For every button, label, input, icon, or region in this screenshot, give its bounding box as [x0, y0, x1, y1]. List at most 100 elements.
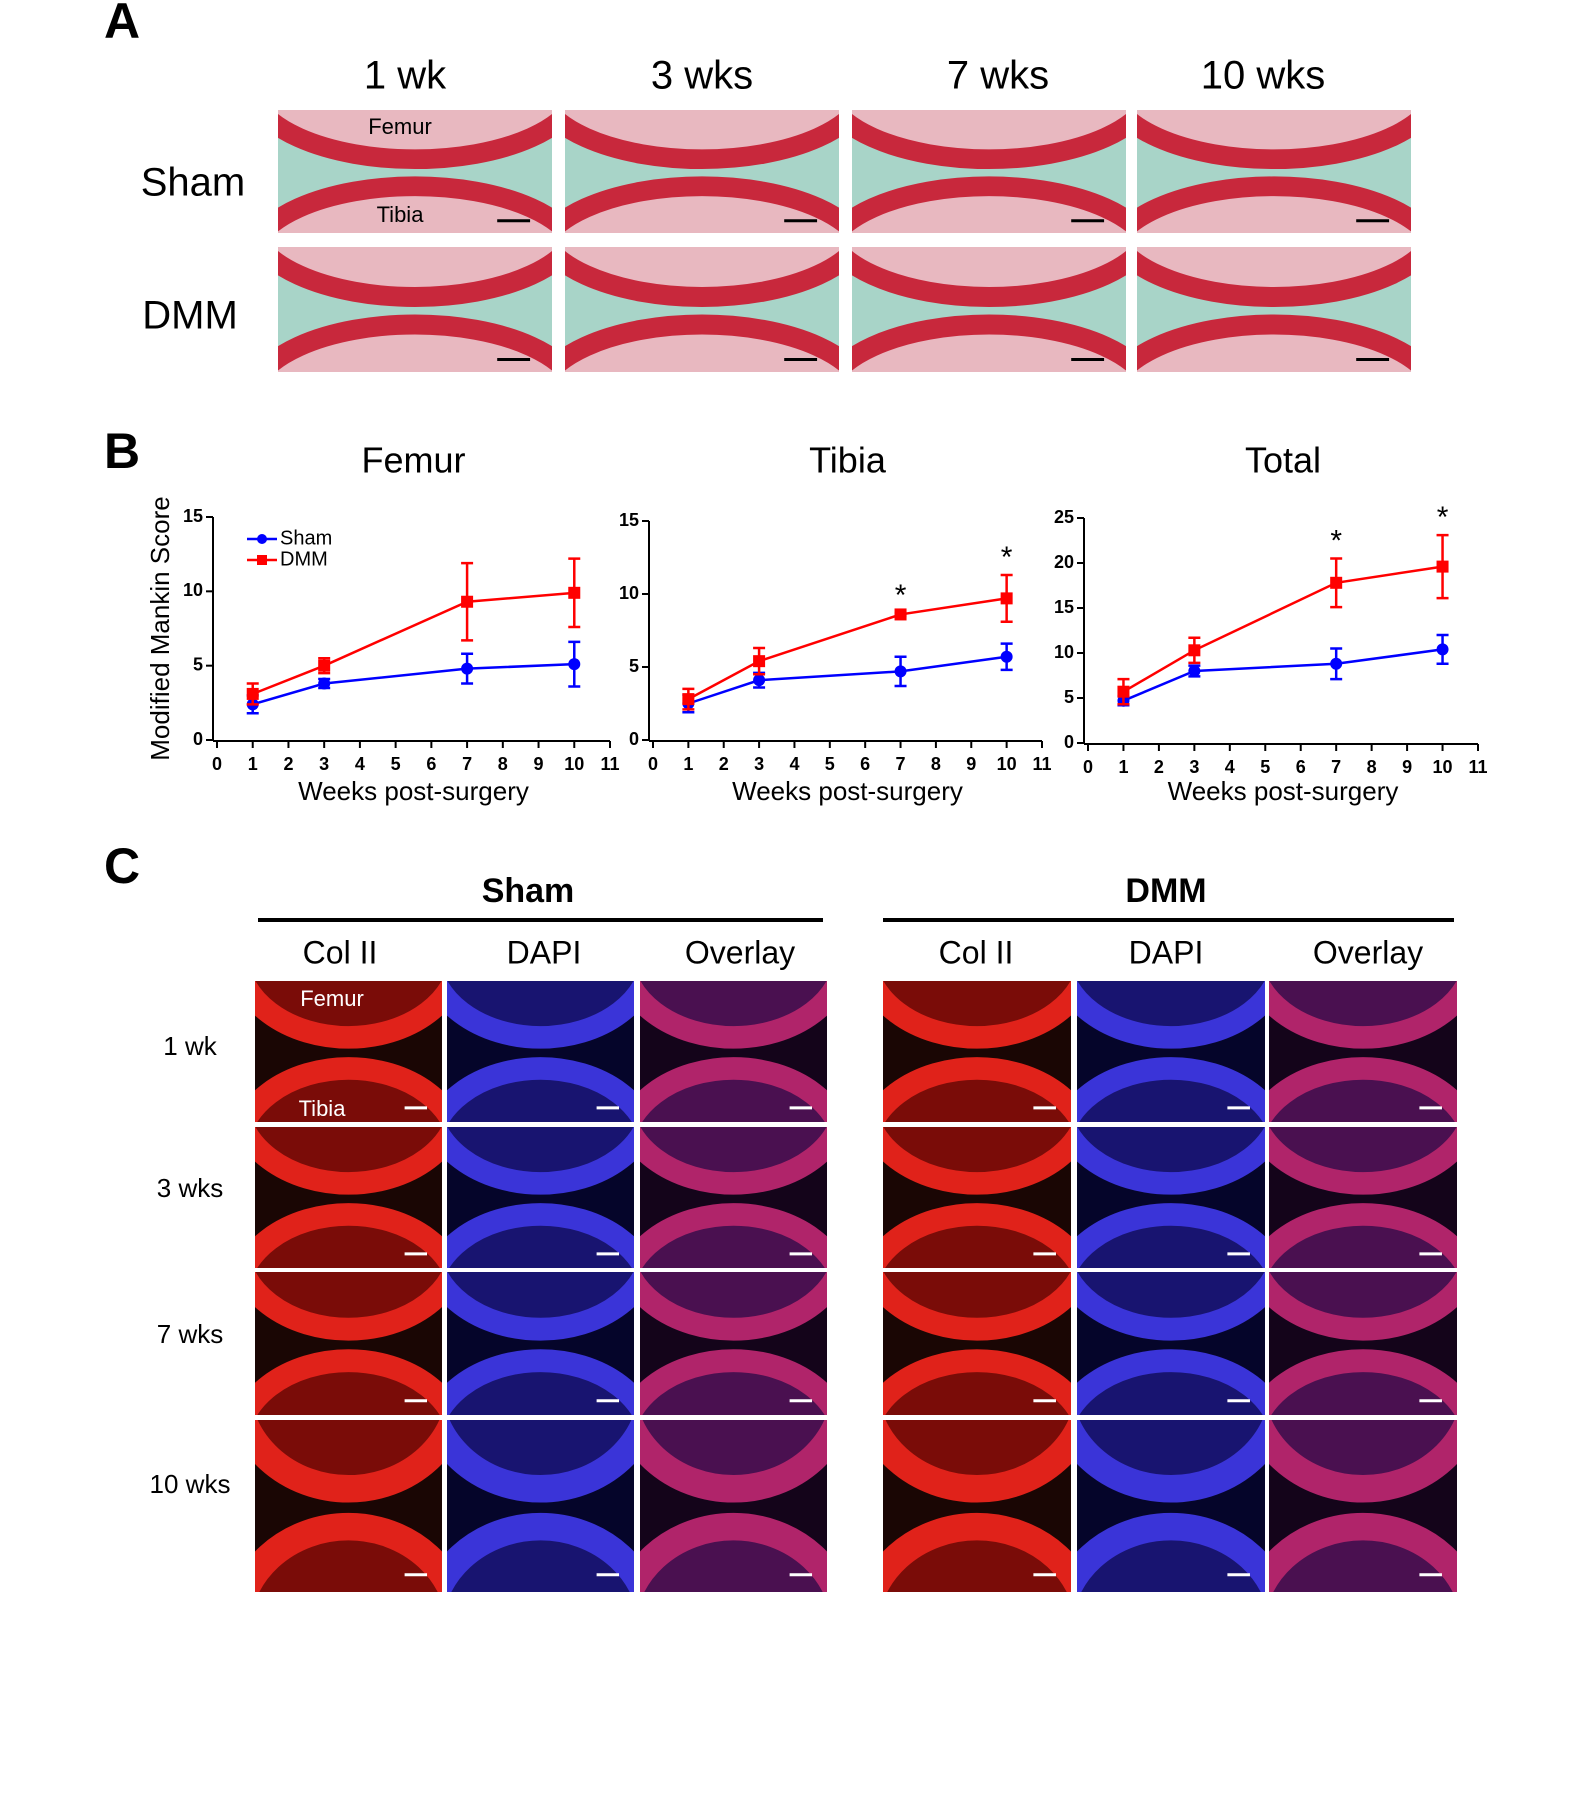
- data-point: [318, 677, 331, 690]
- legend-label: DMM: [280, 548, 328, 570]
- femur-cartilage: [1077, 1127, 1265, 1195]
- femur-cartilage: [565, 250, 839, 307]
- x-tick-label: 0: [648, 754, 658, 774]
- x-tick-label: 6: [1296, 757, 1306, 777]
- y-tick-label: 15: [183, 506, 203, 526]
- data-point: [753, 674, 766, 687]
- tibia-cartilage: [1077, 1203, 1265, 1268]
- tibia-cartilage: [883, 1349, 1071, 1415]
- x-tick-label: 9: [1402, 757, 1412, 777]
- column-header: DAPI: [507, 934, 582, 970]
- column-header: DAPI: [1129, 934, 1204, 970]
- y-tick-label: 5: [629, 656, 639, 676]
- femur-cartilage: [640, 1127, 827, 1195]
- column-header: Overlay: [1313, 934, 1423, 970]
- x-tick-label: 5: [825, 754, 835, 774]
- data-point: [568, 658, 581, 671]
- tibia-cartilage: [255, 1203, 442, 1268]
- femur-cartilage: [1269, 1272, 1457, 1341]
- chart-title: Total: [1245, 440, 1321, 481]
- femur-cartilage: [883, 1420, 1071, 1503]
- x-tick-label: 9: [534, 754, 544, 774]
- micrograph: [278, 247, 552, 372]
- femur-cartilage: [1269, 1420, 1457, 1503]
- data-point: [1188, 665, 1201, 677]
- tibia-cartilage: [1137, 176, 1411, 232]
- x-tick-label: 11: [1032, 754, 1051, 774]
- femur-cartilage: [278, 250, 552, 307]
- x-tick-label: 6: [426, 754, 436, 774]
- image-label: Femur: [300, 986, 364, 1011]
- image-label: Tibia: [377, 202, 425, 227]
- micrograph: [278, 110, 552, 233]
- tibia-cartilage: [278, 314, 552, 371]
- femur-cartilage: [852, 114, 1126, 170]
- micrograph: [255, 1272, 442, 1415]
- tibia-cartilage: [255, 1349, 442, 1415]
- femur-cartilage: [447, 1420, 634, 1503]
- data-point: [1436, 560, 1449, 573]
- tibia-cartilage: [1077, 1512, 1265, 1592]
- x-tick-label: 5: [391, 754, 401, 774]
- x-tick-label: 2: [283, 754, 293, 774]
- tibia-cartilage: [883, 1203, 1071, 1268]
- tibia-cartilage: [1077, 1349, 1265, 1415]
- data-point: [461, 595, 474, 608]
- group-header: DMM: [1125, 872, 1206, 910]
- femur-cartilage: [640, 1420, 827, 1503]
- y-tick-label: 10: [183, 580, 203, 600]
- data-point: [1000, 650, 1013, 663]
- data-point: [461, 662, 474, 675]
- femur-cartilage: [565, 114, 839, 170]
- micrograph: [1269, 1272, 1457, 1415]
- x-tick-label: 1: [1118, 757, 1128, 777]
- tibia-cartilage: [447, 1349, 634, 1415]
- series-line: [252, 662, 575, 706]
- micrograph: [640, 1420, 827, 1592]
- data-point: [1188, 644, 1201, 657]
- data-point: [894, 665, 907, 678]
- femur-cartilage: [447, 981, 634, 1049]
- x-tick-label: 4: [789, 754, 799, 774]
- labels: 1 wk 3 wks 7 wks 10 wksShamDMMFemurTibiaSha…: [141, 54, 1454, 1499]
- micrograph: [1269, 981, 1457, 1122]
- data-point: [568, 586, 581, 599]
- column-header: Overlay: [685, 934, 795, 970]
- series-line: [1122, 565, 1443, 693]
- femur-cartilage: [447, 1127, 634, 1195]
- column-header: 1 wk: [364, 54, 447, 98]
- x-tick-label: 5: [1260, 757, 1270, 777]
- micrograph: [883, 1127, 1071, 1268]
- y-tick-label: 0: [629, 729, 639, 749]
- data-point: [246, 687, 259, 700]
- micrograph: [883, 981, 1071, 1122]
- tibia-cartilage: [565, 176, 839, 232]
- micrograph: [1077, 981, 1265, 1122]
- tibia-cartilage: [883, 1512, 1071, 1592]
- tibia-cartilage: [640, 1349, 827, 1415]
- x-tick-label: 3: [319, 754, 329, 774]
- femur-cartilage: [255, 1127, 442, 1195]
- micrograph: [1077, 1420, 1265, 1592]
- panel-letter: A: [104, 0, 140, 49]
- tibia-cartilage: [852, 176, 1126, 232]
- y-tick-label: 15: [619, 510, 639, 530]
- column-header: 7 wks: [947, 54, 1049, 98]
- tibia-cartilage: [883, 1057, 1071, 1122]
- data-point: [894, 608, 907, 621]
- group-header: Sham: [482, 872, 575, 910]
- y-tick-label: 5: [193, 654, 203, 674]
- y-tick-label: 0: [1064, 732, 1074, 752]
- micrograph: [640, 1272, 827, 1415]
- x-tick-label: 11: [1468, 757, 1487, 777]
- data-point: [1000, 592, 1013, 605]
- x-tick-label: 9: [966, 754, 976, 774]
- femur-cartilage: [883, 981, 1071, 1049]
- x-tick-label: 8: [498, 754, 508, 774]
- y-tick-label: 5: [1064, 687, 1074, 707]
- micrograph: [883, 1420, 1071, 1592]
- row-header: Sham: [141, 161, 246, 205]
- tibia-cartilage: [447, 1203, 634, 1268]
- tibia-cartilage: [447, 1512, 634, 1592]
